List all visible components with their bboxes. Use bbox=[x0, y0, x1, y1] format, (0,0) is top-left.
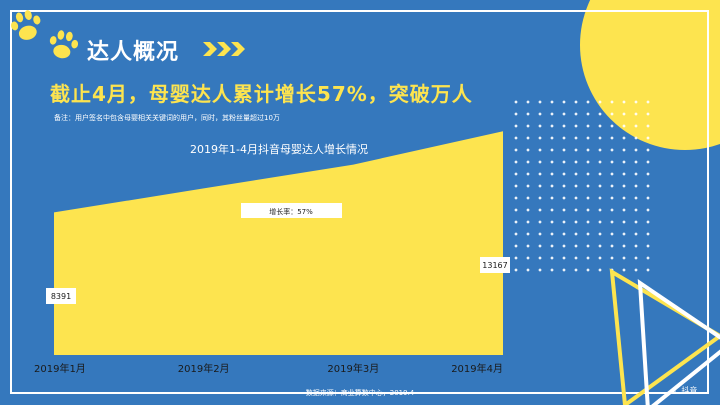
data-label-box bbox=[46, 288, 76, 304]
chevrons-icon bbox=[203, 42, 245, 56]
paw-icon bbox=[11, 10, 41, 40]
x-tick-label: 2019年2月 bbox=[178, 362, 230, 375]
douyin-note-icon: ♪ bbox=[672, 385, 679, 396]
paw-icon bbox=[49, 30, 79, 59]
douyin-logo: ♪ 抖音 bbox=[672, 385, 697, 396]
slide-frame bbox=[10, 10, 709, 394]
footnote: 备注：用户签名中包含母婴相关关键词的用户，同时，其粉丝量超过10万 bbox=[54, 114, 280, 122]
data-label-box bbox=[480, 257, 510, 273]
data-label: 13167 bbox=[482, 261, 507, 270]
headline: 截止4月，母婴达人累计增长57%，突破万人 bbox=[50, 82, 473, 106]
section-title: 达人概况 bbox=[87, 40, 180, 65]
logo-label: 抖音 bbox=[681, 386, 698, 395]
chart-title: 2019年1-4月抖音母婴达人增长情况 bbox=[190, 142, 368, 156]
x-tick-label: 2019年3月 bbox=[327, 362, 379, 375]
data-label: 8391 bbox=[51, 292, 71, 301]
x-tick-label: 2019年1月 bbox=[34, 362, 86, 375]
data-source: 数据来源：商业算数中心，2019.4 bbox=[305, 389, 415, 397]
decorative-triangle bbox=[609, 268, 720, 405]
series-area bbox=[54, 131, 503, 355]
growth-annotation: 增长率：57% bbox=[269, 207, 313, 216]
x-tick-label: 2019年4月 bbox=[451, 362, 503, 375]
growth-annotation-box bbox=[241, 203, 342, 218]
decorative-triangle bbox=[637, 279, 720, 405]
decorative-dot-grid bbox=[510, 96, 650, 276]
